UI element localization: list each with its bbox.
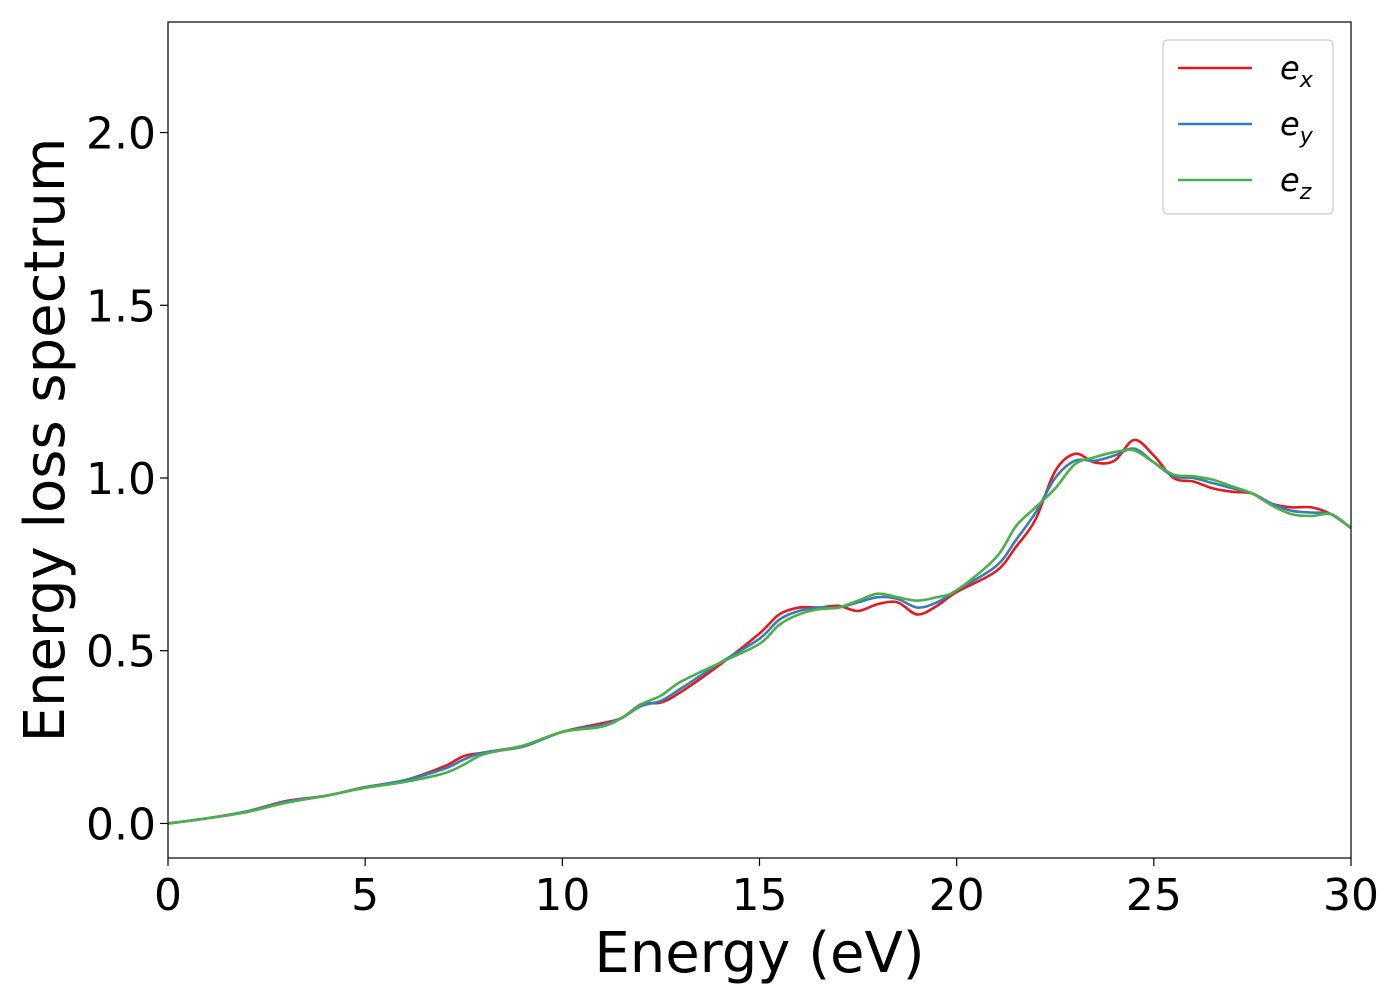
legend-label-x: ex bbox=[1280, 49, 1314, 93]
x-tick-label: 10 bbox=[534, 870, 590, 921]
y-tick-label: 0.5 bbox=[86, 627, 156, 678]
series-line-z bbox=[168, 448, 1351, 825]
y-tick-label: 1.0 bbox=[86, 454, 156, 505]
x-axis-ticks: 0 5 10 15 20 25 30 bbox=[154, 858, 1379, 921]
x-tick-label: 15 bbox=[732, 870, 788, 921]
x-axis-label: Energy (eV) bbox=[594, 921, 924, 986]
series-line-x bbox=[168, 438, 1351, 825]
y-tick-label: 0.0 bbox=[86, 799, 156, 850]
x-tick-label: 25 bbox=[1126, 870, 1182, 921]
x-tick-label: 0 bbox=[154, 870, 182, 921]
x-tick-label: 20 bbox=[929, 870, 985, 921]
legend-label-y: ey bbox=[1280, 105, 1314, 149]
legend-box bbox=[1162, 39, 1334, 215]
plot-lines bbox=[168, 438, 1351, 825]
series-line-y bbox=[168, 447, 1351, 825]
y-axis-ticks: 0.0 0.5 1.0 1.5 2.0 bbox=[86, 109, 168, 850]
y-tick-label: 1.5 bbox=[86, 281, 156, 332]
x-tick-label: 30 bbox=[1323, 870, 1379, 921]
y-axis-label: Energy loss spectrum bbox=[13, 138, 78, 743]
y-tick-label: 2.0 bbox=[86, 109, 156, 160]
x-tick-label: 5 bbox=[351, 870, 379, 921]
